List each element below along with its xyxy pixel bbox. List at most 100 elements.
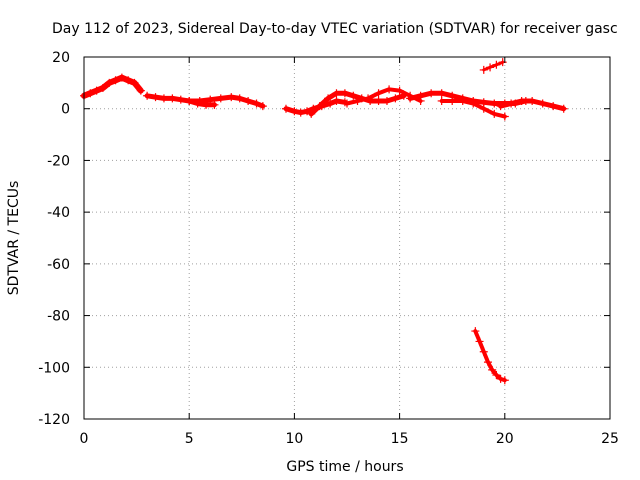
series-band	[81, 74, 144, 99]
data-point	[437, 96, 446, 105]
data-point	[496, 102, 505, 111]
data-point	[382, 96, 391, 105]
data-point	[559, 104, 568, 113]
data-point	[479, 65, 488, 74]
data-point	[437, 89, 446, 98]
data-point	[195, 96, 204, 105]
data-point	[479, 347, 488, 356]
x-axis-label: GPS time / hours	[286, 459, 403, 475]
data-point	[111, 76, 120, 85]
y-tick-label: 0	[61, 102, 70, 118]
data-point	[471, 327, 480, 336]
y-axis-label: SDTVAR / TECUs	[6, 181, 22, 296]
y-tick-label: -20	[47, 153, 70, 169]
data-point	[475, 337, 484, 346]
data-point	[185, 96, 194, 105]
data-point	[227, 93, 236, 102]
series-arc	[437, 96, 509, 121]
data-point	[416, 91, 425, 100]
data-point	[391, 94, 400, 103]
data-point	[332, 96, 341, 105]
data-point	[479, 104, 488, 113]
x-tick-label: 5	[185, 431, 194, 447]
data-point	[92, 86, 101, 95]
data-point	[492, 60, 501, 69]
plot-frame	[83, 56, 611, 420]
data-point	[496, 374, 505, 383]
data-point	[206, 95, 215, 104]
axis-ticks: 0 5 10 15 20 25 20 0 -20 -40 -60 -80 -100 -120	[38, 50, 619, 447]
data-point	[159, 94, 168, 103]
chart-title: Day 112 of 2023, Sidereal Day-to-day VTE…	[52, 21, 618, 37]
data-point	[517, 96, 526, 105]
data-point	[343, 99, 351, 108]
data-point	[492, 371, 501, 380]
data-point	[326, 99, 335, 108]
data-point	[498, 58, 507, 67]
data-point	[98, 84, 107, 93]
y-tick-label: -100	[38, 360, 70, 376]
data-point	[406, 94, 415, 103]
data-point	[374, 89, 383, 98]
x-tick-label: 0	[80, 431, 89, 447]
data-point	[528, 96, 537, 105]
data-point	[332, 89, 341, 98]
x-tick-label: 15	[391, 431, 409, 447]
data-point	[168, 94, 177, 103]
y-tick-label: -60	[47, 257, 70, 273]
series-band	[473, 329, 507, 383]
data-point	[549, 102, 558, 111]
data-point	[374, 96, 383, 105]
data-point	[303, 107, 312, 116]
data-point	[340, 89, 349, 98]
data-point	[364, 94, 373, 103]
data-point	[353, 96, 362, 105]
series-band	[482, 60, 505, 72]
data-point	[143, 91, 152, 100]
data-point	[296, 108, 305, 117]
data-point	[538, 99, 547, 108]
data-series	[80, 58, 568, 385]
data-point	[216, 94, 225, 103]
data-point	[290, 107, 299, 116]
data-point	[458, 96, 467, 105]
data-point	[490, 99, 499, 108]
data-point	[483, 358, 492, 367]
data-point	[500, 112, 509, 121]
series-arc	[185, 93, 267, 111]
data-point	[130, 78, 139, 87]
data-point	[488, 365, 497, 374]
data-point	[151, 93, 160, 102]
data-point	[324, 94, 333, 103]
data-point	[385, 85, 394, 94]
data-point	[448, 96, 457, 105]
data-point	[486, 63, 495, 72]
series-arc	[471, 327, 509, 385]
data-point	[244, 96, 253, 105]
series-arc	[496, 96, 568, 113]
data-point	[315, 102, 324, 111]
data-point	[490, 109, 499, 118]
data-point	[258, 102, 267, 111]
data-point	[281, 104, 290, 113]
x-tick-label: 20	[496, 431, 514, 447]
y-tick-label: -80	[47, 309, 70, 325]
x-tick-label: 10	[285, 431, 303, 447]
data-point	[176, 95, 185, 104]
series-arc	[479, 58, 507, 74]
data-point	[86, 89, 95, 98]
data-point	[136, 86, 145, 95]
series-arc	[80, 73, 145, 100]
data-point	[427, 89, 436, 98]
data-point	[124, 76, 133, 85]
data-point	[395, 86, 404, 95]
data-point	[210, 100, 219, 109]
y-tick-label: -120	[38, 412, 70, 428]
grid	[84, 57, 610, 419]
x-tick-label: 25	[601, 431, 619, 447]
data-point	[252, 99, 261, 108]
data-point	[500, 376, 509, 385]
data-point	[469, 99, 478, 108]
y-tick-label: -40	[47, 205, 70, 221]
